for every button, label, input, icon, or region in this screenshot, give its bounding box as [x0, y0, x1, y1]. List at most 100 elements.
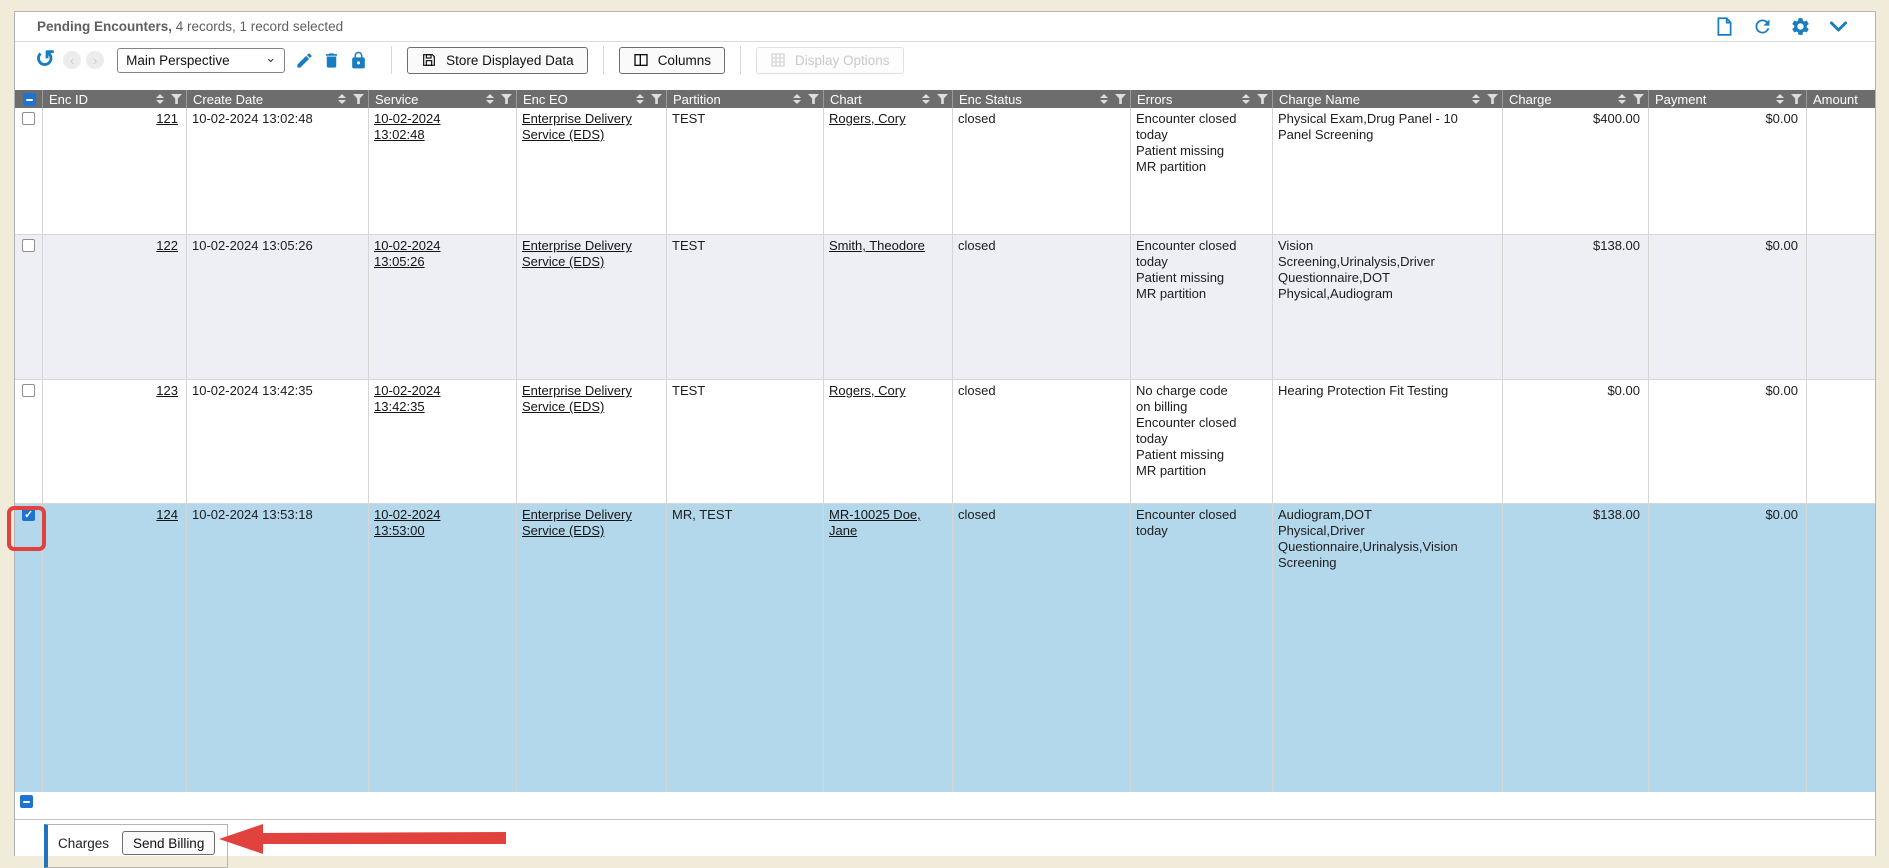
errors-cell: Encounter closed today [1136, 507, 1237, 538]
table-row[interactable]: 122 10-02-2024 13:05:26 10-02-2024 13:05… [15, 235, 1875, 380]
filter-icon[interactable] [501, 94, 512, 104]
enc-id-link[interactable]: 123 [156, 383, 178, 398]
chart-link[interactable]: Smith, Theodore [829, 238, 925, 253]
refresh-icon[interactable] [1752, 16, 1773, 37]
prev-perspective-icon[interactable]: ‹ [63, 51, 82, 69]
sort-icon[interactable] [1100, 94, 1108, 104]
column-header-label: Enc ID [49, 91, 89, 107]
service-link[interactable]: 10-02-2024 13:53:00 [374, 507, 441, 538]
create-date-cell: 10-02-2024 13:42:35 [187, 380, 369, 503]
select-all-checkbox[interactable] [23, 92, 36, 106]
chart-link[interactable]: MR-10025 Doe, Jane [829, 507, 921, 538]
errors-cell: No charge code on billing Encounter close… [1136, 383, 1237, 478]
filter-icon[interactable] [171, 94, 182, 104]
charge-cell: $138.00 [1503, 504, 1649, 792]
row-checkbox[interactable] [22, 507, 35, 523]
title-icons [1714, 16, 1849, 37]
chart-link[interactable]: Rogers, Cory [829, 111, 906, 126]
sort-icon[interactable] [1618, 94, 1626, 104]
filter-icon[interactable] [1487, 94, 1498, 104]
column-header[interactable]: Enc Status [953, 90, 1131, 108]
next-perspective-icon[interactable]: › [86, 51, 105, 69]
enc-status-cell: closed [953, 235, 1131, 379]
sort-icon[interactable] [1242, 94, 1250, 104]
edit-pencil-icon[interactable] [295, 51, 314, 70]
column-header[interactable]: Charge Name [1273, 90, 1503, 108]
column-header[interactable]: Enc ID [43, 90, 187, 108]
undo-icon[interactable]: ↺ [35, 46, 56, 73]
enc-eo-link[interactable]: Enterprise Delivery Service (EDS) [522, 507, 632, 538]
sort-icon[interactable] [486, 94, 494, 104]
enc-id-link[interactable]: 122 [156, 238, 178, 253]
filter-icon[interactable] [1257, 94, 1268, 104]
column-header[interactable]: Chart [824, 90, 953, 108]
column-header[interactable]: Charge [1503, 90, 1649, 108]
payment-cell: $0.00 [1649, 504, 1807, 792]
column-header[interactable]: Enc EO [517, 90, 667, 108]
filter-icon[interactable] [1791, 94, 1802, 104]
enc-eo-link[interactable]: Enterprise Delivery Service (EDS) [522, 238, 632, 269]
lock-icon[interactable] [349, 51, 368, 70]
column-header-label: Errors [1137, 91, 1173, 107]
service-link[interactable]: 10-02-2024 13:42:35 [374, 383, 441, 414]
charge-cell: $0.00 [1503, 380, 1649, 503]
record-count-text: 4 records, 1 record selected [172, 19, 344, 34]
enc-eo-link[interactable]: Enterprise Delivery Service (EDS) [522, 111, 632, 142]
row-checkbox[interactable] [22, 384, 35, 397]
sort-icon[interactable] [636, 94, 644, 104]
display-options-button: Display Options [755, 46, 904, 74]
sort-icon[interactable] [1472, 94, 1480, 104]
columns-icon [634, 54, 648, 66]
enc-eo-link[interactable]: Enterprise Delivery Service (EDS) [522, 383, 632, 414]
column-header-label: Partition [673, 91, 721, 107]
columns-label: Columns [657, 52, 711, 68]
sort-icon[interactable] [338, 94, 346, 104]
service-link[interactable]: 10-02-2024 13:05:26 [374, 238, 441, 269]
delete-trash-icon[interactable] [322, 51, 341, 70]
filter-icon[interactable] [808, 94, 819, 104]
toolbar: ↺ ‹ › Main Perspective ⌄ Store Displayed… [15, 42, 1875, 78]
store-displayed-data-button[interactable]: Store Displayed Data [407, 46, 588, 74]
perspective-value: Main Perspective [126, 52, 230, 68]
column-header[interactable]: Payment [1649, 90, 1807, 108]
select-all-bottom-checkbox[interactable] [20, 795, 33, 808]
service-link[interactable]: 10-02-2024 13:02:48 [374, 111, 441, 142]
page-title-bold: Pending Encounters, [37, 19, 173, 34]
send-billing-button[interactable]: Send Billing [122, 831, 216, 855]
column-header[interactable]: Create Date [187, 90, 369, 108]
new-document-icon[interactable] [1714, 16, 1735, 37]
table-row[interactable]: 123 10-02-2024 13:42:35 10-02-2024 13:42… [15, 380, 1875, 504]
enc-id-link[interactable]: 121 [156, 111, 178, 126]
collapse-chevron-icon[interactable] [1828, 16, 1849, 37]
charge-name-cell: Physical Exam,Drug Panel - 10 Panel Scre… [1278, 111, 1458, 142]
sort-icon[interactable] [922, 94, 930, 104]
filter-icon[interactable] [651, 94, 662, 104]
payment-cell: $0.00 [1649, 380, 1807, 503]
sort-icon[interactable] [156, 94, 164, 104]
row-checkbox[interactable] [22, 112, 35, 125]
column-header[interactable]: Errors [1131, 90, 1273, 108]
row-checkbox[interactable] [22, 239, 35, 252]
filter-icon[interactable] [1115, 94, 1126, 104]
table-row[interactable]: 124 10-02-2024 13:53:18 10-02-2024 13:53… [15, 504, 1875, 792]
filter-icon[interactable] [937, 94, 948, 104]
filter-icon[interactable] [353, 94, 364, 104]
chart-link[interactable]: Rogers, Cory [829, 383, 906, 398]
footer-bar: Charges Send Billing [15, 819, 1875, 868]
sort-icon[interactable] [1776, 94, 1784, 104]
enc-status-cell: closed [953, 108, 1131, 234]
errors-cell: Encounter closed today Patient missing MR … [1136, 238, 1237, 301]
enc-id-link[interactable]: 124 [156, 507, 178, 522]
column-header-label: Amount [1813, 91, 1858, 107]
table-row[interactable]: 121 10-02-2024 13:02:48 10-02-2024 13:02… [15, 108, 1875, 235]
column-header[interactable]: Amount [1807, 90, 1877, 108]
grid-icon [771, 53, 785, 67]
sort-icon[interactable] [793, 94, 801, 104]
title-bar: Pending Encounters, 4 records, 1 record … [15, 12, 1875, 42]
perspective-select[interactable]: Main Perspective ⌄ [117, 47, 286, 73]
column-header[interactable]: Partition [667, 90, 824, 108]
settings-gear-icon[interactable] [1790, 16, 1811, 37]
column-header[interactable]: Service [369, 90, 517, 108]
columns-button[interactable]: Columns [618, 46, 725, 74]
filter-icon[interactable] [1633, 94, 1644, 104]
